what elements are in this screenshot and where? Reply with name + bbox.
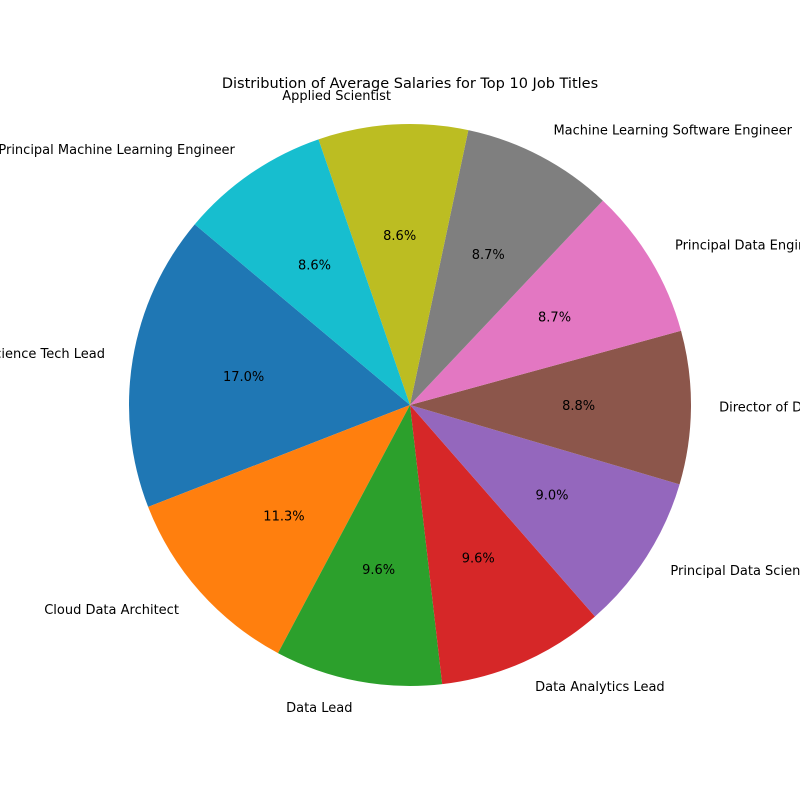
slice-percent-label: 8.7% <box>472 248 505 263</box>
slice-percent-label: 9.6% <box>362 563 395 578</box>
chart-title: Distribution of Average Salaries for Top… <box>222 76 598 92</box>
slice-percent-label: 9.6% <box>462 552 495 567</box>
pie-slice <box>410 330 691 485</box>
pie-slice <box>410 405 595 685</box>
pie-slice <box>318 123 469 405</box>
pie-slice <box>148 405 411 654</box>
slice-label: Machine Learning Software Engineer <box>553 124 792 139</box>
slice-label: Principal Data Engineer <box>675 238 800 253</box>
slice-labels: Data Science Tech Lead Cloud Data Archite… <box>0 89 800 716</box>
slice-label: Applied Scientist <box>282 89 391 104</box>
slice-label: Principal Machine Learning Engineer <box>0 143 236 158</box>
slice-percent-label: 9.0% <box>536 488 569 503</box>
slice-label: Director of Data Science <box>719 400 800 415</box>
slice-percent-label: 8.8% <box>562 399 595 414</box>
percent-labels: 17.0% 11.3% 9.6% 9.6% 9.0% 8.8% 8.7% 8.7% 8.6% 8.… <box>223 229 595 578</box>
slice-label: Data Analytics Lead <box>535 680 665 695</box>
pie-slice <box>278 405 443 686</box>
slice-percent-label: 8.7% <box>538 311 571 326</box>
slice-percent-label: 8.6% <box>298 259 331 274</box>
pie-slice <box>194 139 410 405</box>
slice-percent-label: 11.3% <box>263 509 304 524</box>
pie-slice <box>129 224 410 507</box>
pie-slice <box>410 200 682 405</box>
slice-percent-label: 8.6% <box>383 229 416 244</box>
slice-label: Data Science Tech Lead <box>0 347 105 362</box>
slice-percent-label: 17.0% <box>223 370 264 385</box>
pie-slice <box>410 130 603 405</box>
slice-label: Cloud Data Architect <box>44 603 179 618</box>
pie-slice <box>410 405 680 617</box>
slice-label: Principal Data Scientist <box>670 564 800 579</box>
slice-label: Data Lead <box>286 701 352 716</box>
pie-slices <box>129 123 691 686</box>
